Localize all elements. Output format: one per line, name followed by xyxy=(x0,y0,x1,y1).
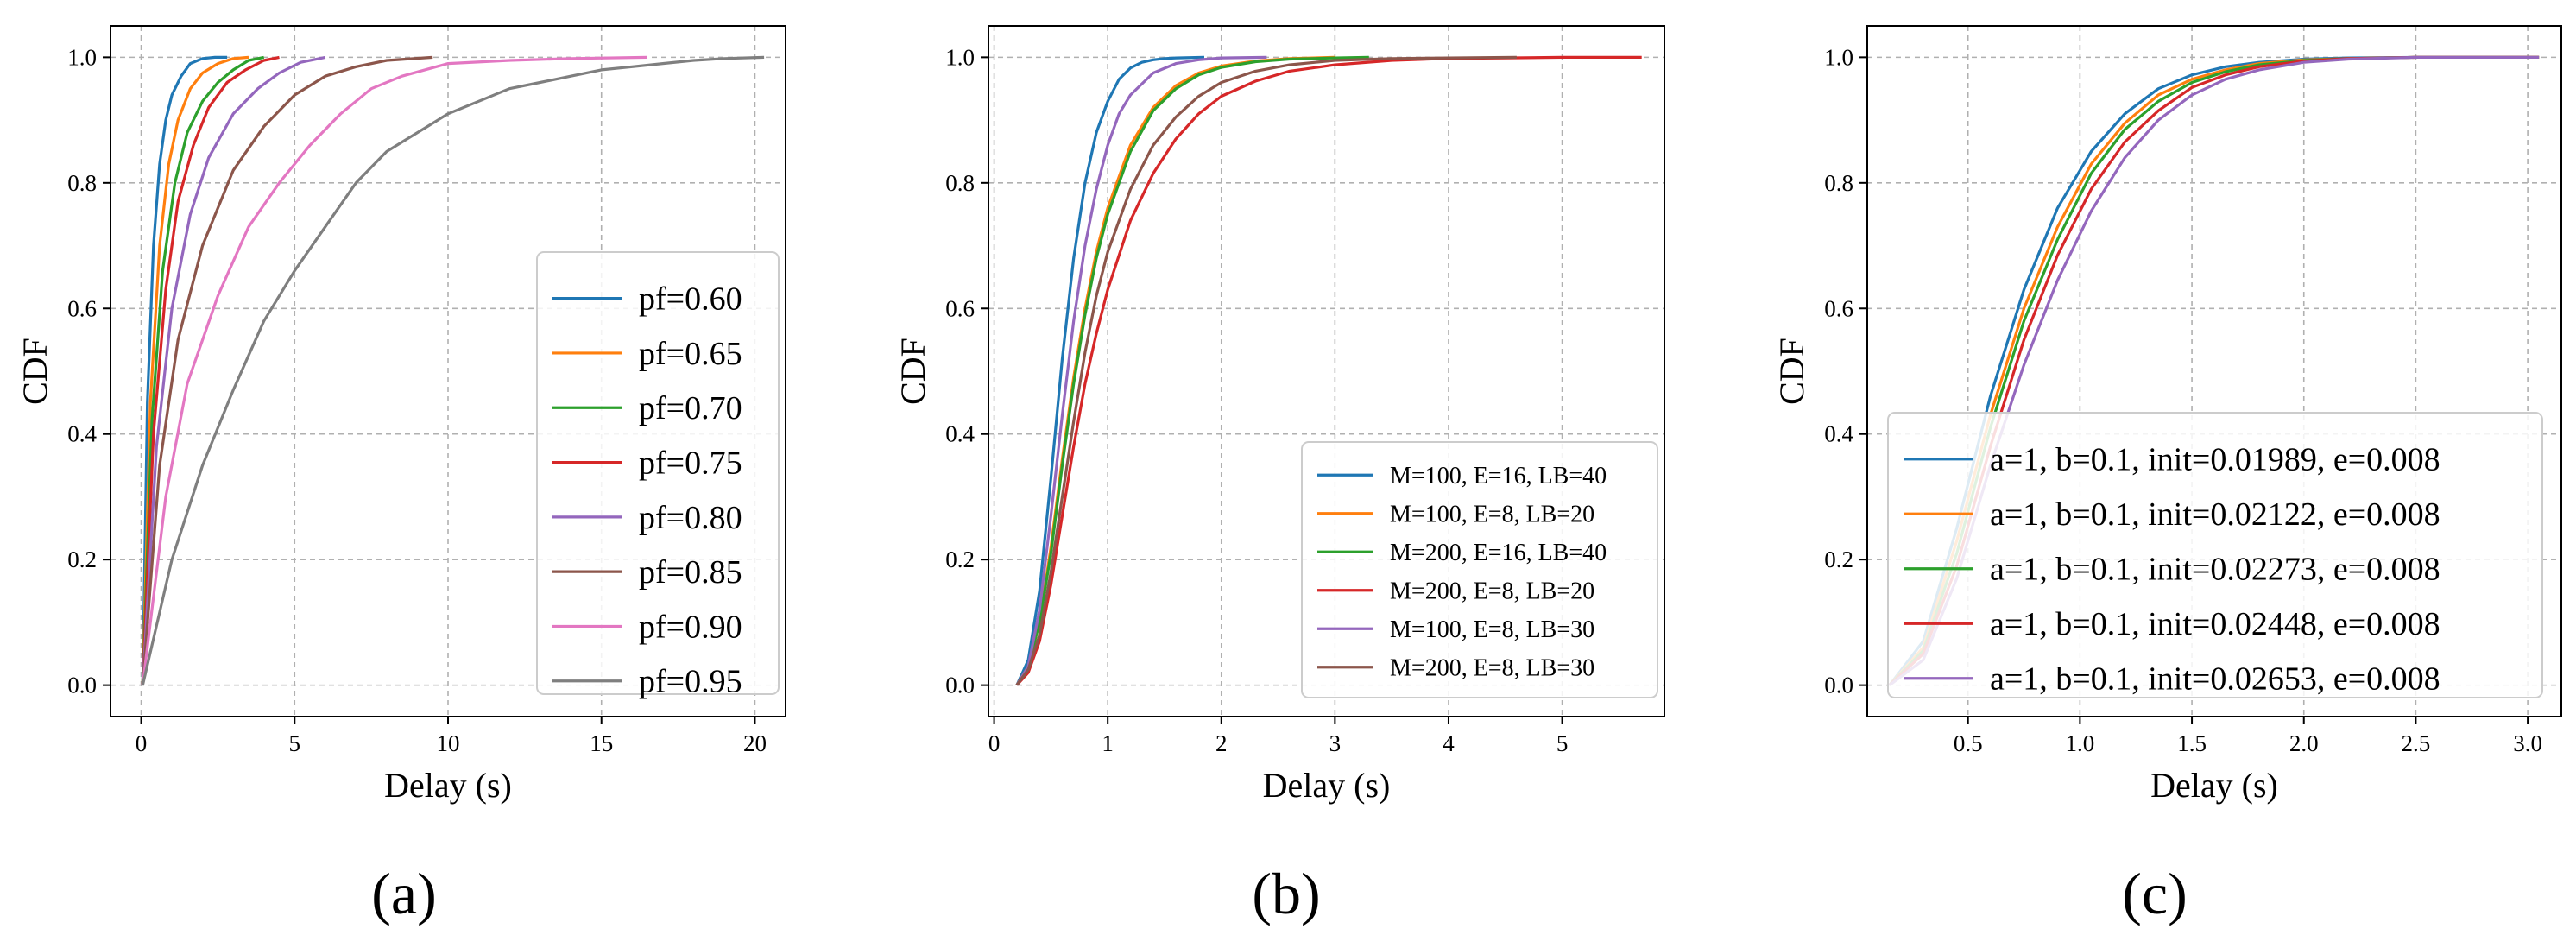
x-tick-label: 3.0 xyxy=(2513,730,2542,756)
y-tick-label: 0.0 xyxy=(1824,673,1853,698)
series-line-3 xyxy=(1015,55,1369,686)
x-tick-label: 3 xyxy=(1329,730,1342,756)
y-tick-label: 0.4 xyxy=(1824,421,1853,447)
y-tick-label: 0.6 xyxy=(67,295,97,321)
series-line-6 xyxy=(1015,55,1517,686)
legend-box xyxy=(1887,412,2543,698)
legend-entry-label: M=200, E=8, LB=20 xyxy=(1390,578,1594,604)
series-line-1 xyxy=(1015,55,1205,686)
legend-entry-label: pf=0.65 xyxy=(639,336,742,372)
series-line-2 xyxy=(141,55,249,685)
legend-entry-label: pf=0.80 xyxy=(639,500,742,536)
x-tick-label: 2.5 xyxy=(2402,730,2431,756)
x-tick-label: 2 xyxy=(1215,730,1228,756)
legend-entry-label: pf=0.75 xyxy=(639,445,742,481)
y-tick-label: 0.4 xyxy=(67,421,97,447)
legend-entry-label: a=1, b=0.1, init=0.02448, e=0.008 xyxy=(1990,606,2440,642)
x-tick-label: 0 xyxy=(136,730,148,756)
x-axis-title: Delay (s) xyxy=(1263,766,1391,805)
series-line-1 xyxy=(141,55,228,685)
x-tick-label: 2.0 xyxy=(2289,730,2319,756)
y-axis-title: CDF xyxy=(1772,338,1811,405)
y-tick-label: 0.8 xyxy=(1824,170,1853,196)
panel-c: 0.5 1.0 1.5 2.0 2.5 3.0 0.0 0.2 0.4 0.6 0.8 1.0 Dela… xyxy=(1772,25,2562,926)
x-tick-label: 1 xyxy=(1102,730,1114,756)
legend-entry-label: a=1, b=0.1, init=0.01989, e=0.008 xyxy=(1990,442,2440,478)
y-tick-label: 0.4 xyxy=(945,421,975,447)
y-axis-title: CDF xyxy=(16,338,54,405)
y-tick-label: 0.6 xyxy=(1824,295,1853,321)
x-tick-label: 1.0 xyxy=(2066,730,2095,756)
panel-label: (b) xyxy=(1252,861,1320,926)
legend-entry-label: M=200, E=16, LB=40 xyxy=(1390,540,1607,566)
y-tick-label: 0.2 xyxy=(67,546,97,572)
x-tick-label: 0.5 xyxy=(1954,730,1983,756)
series-line-6 xyxy=(141,55,433,685)
legend-box xyxy=(1301,441,1658,698)
series-line-7 xyxy=(141,55,648,685)
x-tick-label: 5 xyxy=(1556,730,1569,756)
legend-entry-label: M=100, E=16, LB=40 xyxy=(1390,463,1607,490)
series-line-3 xyxy=(141,55,265,685)
y-tick-label: 0.2 xyxy=(1824,546,1853,572)
legend-entry-label: M=200, E=8, LB=30 xyxy=(1390,654,1594,681)
legend-entry-label: pf=0.90 xyxy=(639,609,742,645)
legend-box xyxy=(536,251,780,695)
y-tick-label: 1.0 xyxy=(1824,44,1853,70)
y-axis-title: CDF xyxy=(893,338,932,405)
legend-entry-label: a=1, b=0.1, init=0.02122, e=0.008 xyxy=(1990,496,2440,533)
legend-entry-label: pf=0.70 xyxy=(639,390,742,426)
x-axis-title: Delay (s) xyxy=(384,766,512,805)
legend-entry-label: pf=0.60 xyxy=(639,281,742,318)
series-line-5 xyxy=(1015,55,1267,686)
y-tick-label: 0.8 xyxy=(945,170,975,196)
panel-label: (a) xyxy=(371,861,436,926)
x-axis-title: Delay (s) xyxy=(2150,766,2278,805)
y-tick-label: 0.8 xyxy=(67,170,97,196)
axes-frame xyxy=(988,25,1665,717)
x-tick-label: 4 xyxy=(1443,730,1455,756)
legend-entry-label: M=100, E=8, LB=20 xyxy=(1390,501,1594,528)
x-tick-label: 1.5 xyxy=(2177,730,2207,756)
y-tick-label: 0.0 xyxy=(67,673,97,698)
legend-entry-label: M=100, E=8, LB=30 xyxy=(1390,616,1594,643)
x-tick-label: 5 xyxy=(289,730,301,756)
y-tick-label: 0.0 xyxy=(945,673,975,698)
legend-entry-label: pf=0.95 xyxy=(639,664,742,700)
y-tick-label: 0.6 xyxy=(945,295,975,321)
y-tick-label: 0.2 xyxy=(945,546,975,572)
axes-frame xyxy=(1866,25,2562,717)
panel-a: 0 5 10 15 20 0.0 0.2 0.4 0.6 0.8 1.0 Delay (s) CDF pf… xyxy=(16,25,786,926)
legend-entry-label: pf=0.85 xyxy=(639,554,742,591)
y-tick-label: 1.0 xyxy=(945,44,975,70)
series-line-4 xyxy=(141,55,280,685)
series-line-8 xyxy=(141,55,765,685)
legend: a=1, b=0.1, init=0.01989, e=0.008 a=1, b=… xyxy=(1887,412,2543,698)
legend: M=100, E=16, LB=40 M=100, E=8, LB=20 M=200… xyxy=(1301,441,1658,698)
panel-b: 0 1 2 3 4 5 0.0 0.2 0.4 0.6 0.8 1.0 Delay (s) CDF M=10… xyxy=(893,25,1665,926)
x-tick-label: 20 xyxy=(743,730,767,756)
x-tick-label: 15 xyxy=(590,730,613,756)
legend-entry-label: a=1, b=0.1, init=0.02653, e=0.008 xyxy=(1990,661,2440,698)
legend: pf=0.60 pf=0.65 pf=0.70 pf=0.75 pf=0.80 pf=0.… xyxy=(536,251,780,700)
panel-label: (c) xyxy=(2122,861,2187,926)
series-line-5 xyxy=(141,55,326,685)
x-tick-label: 10 xyxy=(437,730,460,756)
y-tick-label: 1.0 xyxy=(67,44,97,70)
x-tick-label: 0 xyxy=(988,730,1001,756)
legend-entry-label: a=1, b=0.1, init=0.02273, e=0.008 xyxy=(1990,552,2440,588)
